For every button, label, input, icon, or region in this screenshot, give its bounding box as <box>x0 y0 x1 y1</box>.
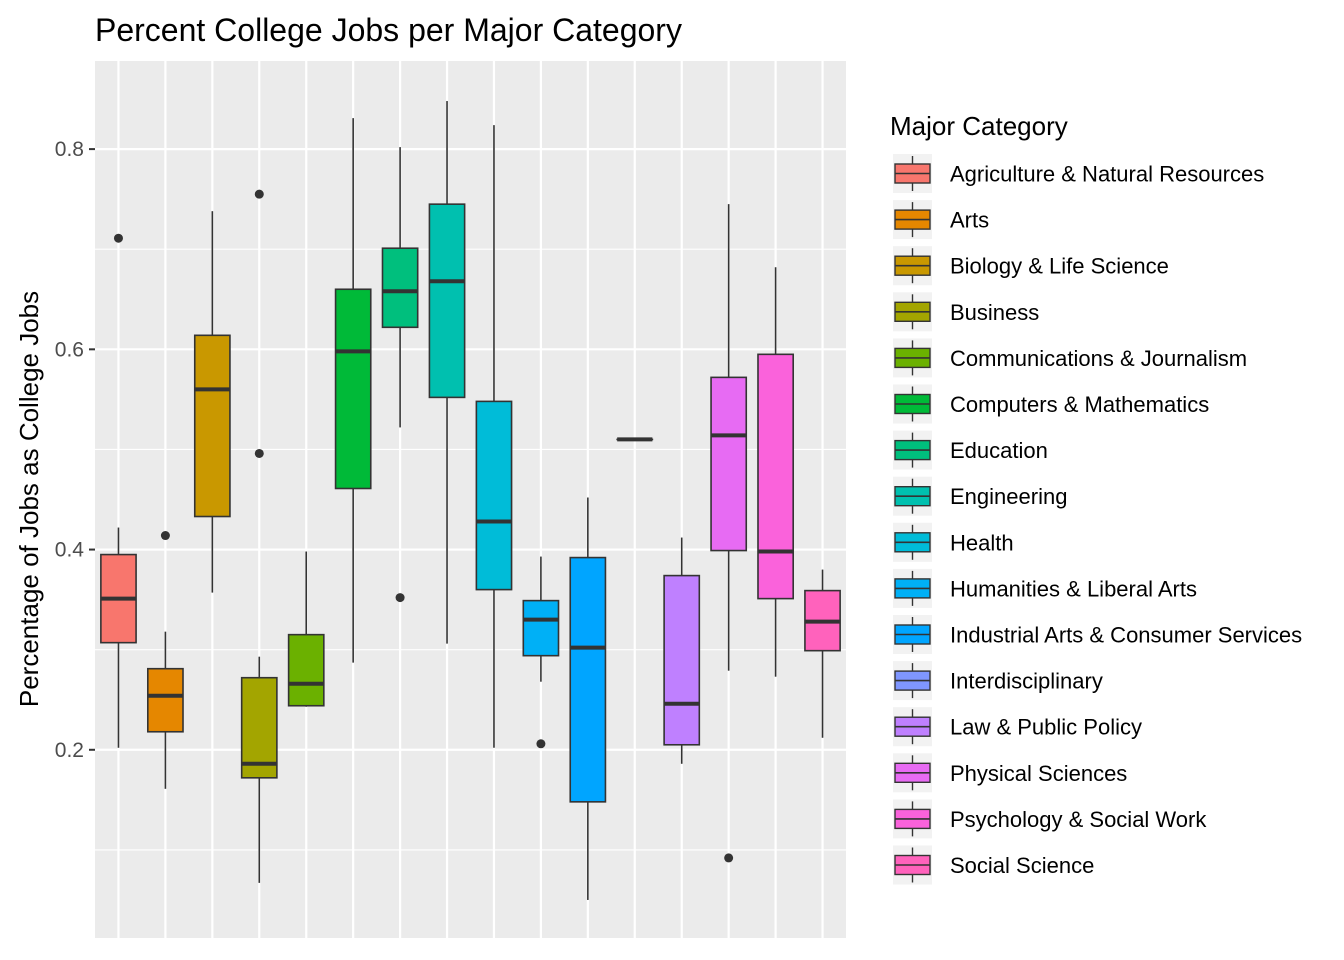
legend-item: Education <box>893 430 1048 470</box>
legend-label: Law & Public Policy <box>950 715 1142 740</box>
legend-item: Physical Sciences <box>893 753 1127 793</box>
y-tick-label: 0.6 <box>55 338 84 361</box>
legend-label: Education <box>950 438 1048 463</box>
box-group <box>569 497 607 900</box>
legend-title: Major Category <box>890 111 1068 141</box>
legend-label: Biology & Life Science <box>950 254 1169 279</box>
box-group <box>147 531 184 789</box>
box-group <box>710 204 748 863</box>
legend-label: Engineering <box>950 484 1067 509</box>
box-group <box>663 537 701 764</box>
box-group <box>522 556 560 749</box>
legend-item: Industrial Arts & Consumer Services <box>893 615 1302 654</box>
box-iqr <box>757 353 794 600</box>
legend-item: Communications & Journalism <box>893 338 1247 378</box>
legend-label: Agriculture & Natural Resources <box>950 162 1264 187</box>
y-tick-label: 0.8 <box>55 138 84 161</box>
box-iqr <box>522 599 560 657</box>
legend-label: Arts <box>950 208 989 233</box>
outlier-point <box>160 531 170 541</box>
box-iqr <box>334 288 372 490</box>
box-layer <box>100 101 841 900</box>
y-axis-label: Percentage of Jobs as College Jobs <box>14 291 44 707</box>
legend-item: Humanities & Liberal Arts <box>893 568 1197 608</box>
box-iqr <box>710 376 748 552</box>
legend-item: Psychology & Social Work <box>893 799 1207 839</box>
legend-label: Industrial Arts & Consumer Services <box>950 623 1302 648</box>
box-group <box>334 118 372 663</box>
legend-label: Social Science <box>950 853 1094 878</box>
legend-label: Psychology & Social Work <box>950 807 1207 832</box>
box-group <box>757 267 794 677</box>
legend-item: Biology & Life Science <box>893 246 1169 286</box>
y-tick-label: 0.4 <box>55 539 85 562</box>
box-iqr <box>287 633 325 707</box>
box-group <box>287 551 325 707</box>
y-axis: 0.2 0.4 0.6 0.8 <box>55 138 95 762</box>
box-iqr <box>475 400 513 591</box>
outlier-point <box>254 189 264 199</box>
outlier-point <box>113 233 123 243</box>
legend-label: Health <box>950 530 1014 555</box>
box-iqr <box>240 676 278 779</box>
box-iqr <box>428 203 466 399</box>
box-group <box>100 233 137 748</box>
outlier-point <box>724 853 734 863</box>
box-group <box>381 147 419 603</box>
legend-label: Business <box>950 300 1039 325</box>
outlier-point <box>254 448 264 458</box>
box-group <box>193 211 231 593</box>
outlier-point <box>395 593 405 603</box>
legend-item: Engineering <box>893 476 1067 516</box>
y-tick-label: 0.2 <box>55 739 84 762</box>
legend-label: Communications & Journalism <box>950 346 1247 371</box>
legend: Major Category Agriculture & Natural Res… <box>890 111 1302 885</box>
box-iqr <box>663 574 701 746</box>
legend-item: Law & Public Policy <box>893 707 1142 747</box>
outlier-point <box>536 739 546 749</box>
box-iqr <box>193 334 231 518</box>
legend-item: Business <box>893 292 1039 332</box>
box-group <box>475 125 513 748</box>
box-iqr <box>569 556 607 803</box>
legend-label: Interdisciplinary <box>950 669 1103 694</box>
box-iqr <box>147 667 184 733</box>
legend-label: Physical Sciences <box>950 761 1127 786</box>
box-group <box>804 569 841 738</box>
chart-title: Percent College Jobs per Major Category <box>95 12 682 48</box>
legend-label: Computers & Mathematics <box>950 392 1209 417</box>
legend-item: Interdisciplinary <box>893 661 1103 701</box>
box-group <box>428 101 466 644</box>
legend-item: Agriculture & Natural Resources <box>893 154 1264 193</box>
legend-label: Humanities & Liberal Arts <box>950 576 1197 601</box>
legend-item: Computers & Mathematics <box>893 384 1209 424</box>
box-group <box>240 189 278 883</box>
box-iqr <box>381 247 419 329</box>
legend-item: Health <box>893 522 1014 562</box>
legend-item: Arts <box>893 200 989 240</box>
legend-item: Social Science <box>893 845 1094 885</box>
